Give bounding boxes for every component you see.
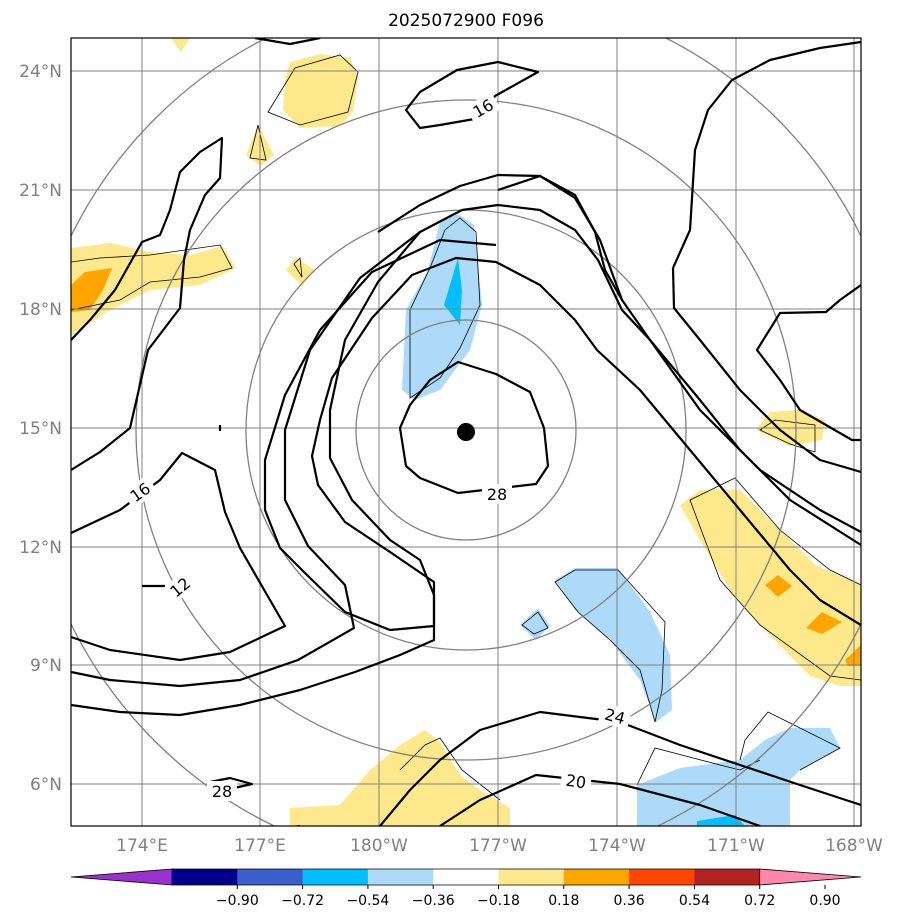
lat-label-9n: 9°N	[30, 656, 62, 676]
outline-bottom-right-right	[739, 711, 841, 771]
colorbar-tick-label: −0.54	[346, 893, 389, 909]
negative-shading-bottom-right-core	[697, 815, 745, 826]
shading-outlines	[71, 54, 861, 801]
colorbar: −0.90 −0.72 −0.54 −0.36 −0.18 0.18 0.36 0.54 0.7…	[70, 868, 862, 909]
colorbar-segment	[694, 869, 761, 885]
colorbar-segment	[237, 869, 304, 885]
contour-16-top-right	[671, 40, 861, 269]
contour-16-top-small	[404, 60, 540, 130]
contour-top-left	[254, 38, 321, 46]
negative-shading-small-blob	[520, 608, 550, 640]
contour-label-knockout	[465, 91, 501, 125]
contour-label-28-center: 28	[487, 485, 507, 504]
outline-left-band	[71, 244, 233, 311]
lat-label-12n: 12°N	[19, 538, 62, 558]
outline-right-band	[689, 477, 861, 681]
positive-shading-top-tip	[171, 38, 190, 52]
contour-label-knockout	[559, 769, 593, 793]
contour-bottom-24	[379, 710, 861, 826]
range-ring-3	[135, 99, 797, 761]
contour-28-inner	[398, 360, 550, 495]
negative-shading-center-weak	[402, 214, 482, 400]
contour-label-24: 24	[603, 705, 628, 729]
positive-shading-right-core-2	[806, 612, 842, 634]
positive-shading-right-core-1	[765, 575, 792, 597]
outline-center-negative	[409, 217, 481, 399]
shaded-field	[71, 38, 861, 826]
colorbar-segment	[563, 869, 630, 885]
lat-labels: 24°N 21°N 18°N 15°N 12°N 9°N 6°N	[19, 62, 62, 795]
contour-label-knockout	[597, 702, 633, 730]
lon-label-171w: 171°W	[707, 836, 765, 856]
colorbar-segment	[302, 869, 369, 885]
positive-shading-top-blob	[283, 54, 358, 128]
positive-shading-bottom	[290, 730, 510, 826]
colorbar-tick-label: 0.36	[614, 893, 645, 909]
outline-small-1	[249, 124, 267, 161]
positive-shading-left-band	[71, 243, 236, 335]
negative-shading-center-mod	[444, 258, 462, 325]
lat-label-6n: 6°N	[30, 775, 62, 795]
negative-shading-right-weak	[555, 568, 672, 722]
storm-center-marker	[457, 423, 475, 441]
lat-label-15n: 15°N	[19, 419, 62, 439]
range-ring-1	[355, 319, 577, 541]
contour-label-28-bottom: 28	[212, 782, 232, 801]
colorbar-outline	[172, 868, 760, 886]
colorbar-tick-label: 0.72	[744, 893, 775, 909]
contour-16-main	[71, 174, 861, 717]
lon-label-177w: 177°W	[469, 836, 527, 856]
contour-label-knockout	[207, 781, 237, 801]
contour-20-right-loop	[755, 284, 861, 442]
map-area: 16 16 12 28 24 20 28	[71, 38, 861, 826]
colorbar-segment	[629, 869, 695, 885]
outline-bottom	[399, 737, 501, 801]
outline-small-blob	[521, 611, 549, 635]
figure-title: 2025072900 F096	[388, 11, 544, 31]
colorbar-extend-low	[70, 868, 173, 886]
lon-label-180w: 180°W	[350, 836, 408, 856]
contour-label-knockout	[482, 484, 512, 504]
colorbar-tick-label: 0.90	[809, 893, 840, 909]
lon-label-177e: 177°E	[234, 836, 286, 856]
contour-16-left	[71, 136, 224, 471]
contour-24-loop	[263, 238, 497, 632]
contour-16-upper	[291, 173, 623, 826]
map-frame	[70, 37, 862, 827]
colorbar-tick-label: 0.18	[548, 893, 579, 909]
lon-label-168w: 168°W	[825, 836, 883, 856]
colorbar-segment	[172, 869, 238, 885]
colorbar-tick-label: −0.72	[281, 893, 324, 909]
outline-small-2	[293, 257, 303, 278]
colorbar-tick-label: −0.36	[412, 893, 455, 909]
colorbar-segment	[367, 869, 434, 885]
lat-label-18n: 18°N	[19, 300, 62, 320]
lat-label-21n: 21°N	[19, 181, 62, 201]
outline-right-negative	[554, 569, 666, 723]
colorbar-tick-label: 0.54	[679, 893, 710, 909]
contour-label-knockout	[121, 475, 159, 509]
outline-top-blob	[267, 54, 359, 126]
gridlines	[71, 38, 861, 826]
contour-16-right-lower	[671, 267, 861, 474]
colorbar-tick-label: −0.18	[477, 893, 520, 909]
contours	[71, 38, 861, 826]
colorbar-extend-high	[759, 868, 862, 886]
lat-label-24n: 24°N	[19, 62, 62, 82]
lon-label-174e: 174°E	[116, 836, 168, 856]
lon-labels: 174°E 177°E 180°W 177°W 174°W 171°W 168°…	[116, 836, 883, 856]
colorbar-segment	[498, 869, 565, 885]
contour-label-knockout	[162, 569, 198, 605]
positive-shading-left-core	[71, 268, 112, 312]
lon-label-174w: 174°W	[588, 836, 646, 856]
contour-label-20: 20	[565, 771, 588, 793]
positive-shading-right-core-3	[845, 645, 861, 666]
colorbar-segment	[433, 869, 499, 885]
contour-28-small	[209, 776, 254, 792]
colorbar-tick-label: −0.90	[216, 893, 259, 909]
